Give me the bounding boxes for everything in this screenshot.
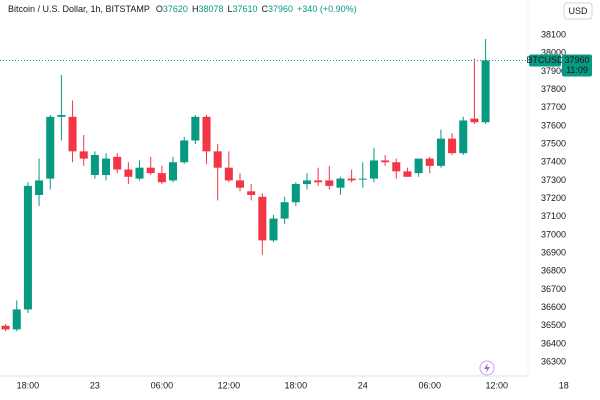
price-tag xyxy=(562,54,592,77)
candle-body xyxy=(470,118,479,123)
ohlc-letter: O xyxy=(156,4,163,14)
candle-body xyxy=(213,151,222,168)
candle-body xyxy=(79,151,88,159)
candle-body xyxy=(202,116,211,152)
ohlc-letter: C xyxy=(262,4,269,14)
candle-body xyxy=(1,325,10,330)
candle-body xyxy=(336,178,345,188)
candle-body xyxy=(392,162,401,172)
candle-body xyxy=(90,154,99,175)
x-tick-label: 24 xyxy=(358,380,368,390)
y-tick-label: 36300 xyxy=(541,356,566,366)
ohlc-value: 37610 xyxy=(232,4,257,14)
y-tick-label: 37800 xyxy=(541,84,566,94)
candle-body xyxy=(425,158,434,166)
x-tick-label: 23 xyxy=(90,380,100,390)
y-tick-label: 37600 xyxy=(541,120,566,130)
y-tick-label: 36600 xyxy=(541,302,566,312)
candle-body xyxy=(280,202,289,219)
candle-body xyxy=(358,178,367,180)
candle-body xyxy=(347,178,356,181)
change: +340 (+0.90%) xyxy=(297,4,357,14)
candle-body xyxy=(258,196,267,241)
y-tick-label: 36500 xyxy=(541,320,566,330)
y-tick-label: 37000 xyxy=(541,229,566,239)
candle-body xyxy=(180,140,189,163)
y-tick-label: 37900 xyxy=(541,66,566,76)
candle-body xyxy=(102,158,111,175)
y-tick-label: 36700 xyxy=(541,284,566,294)
candle-body xyxy=(35,180,44,195)
candle-body xyxy=(314,180,323,183)
candle-body xyxy=(12,309,21,330)
ohlc-letter: L xyxy=(227,4,232,14)
symbol-tag-label: BTCUSD xyxy=(526,55,564,65)
candle-body xyxy=(247,191,256,195)
x-tick-label: 18:00 xyxy=(17,380,40,390)
y-tick-label: 37100 xyxy=(541,211,566,221)
candle-body xyxy=(291,184,300,203)
candle-body xyxy=(414,158,423,174)
candle-body xyxy=(23,185,32,310)
candle-body xyxy=(135,167,144,179)
candle-body xyxy=(235,180,245,188)
y-tick-label: 37700 xyxy=(541,102,566,112)
candle-body xyxy=(157,173,166,183)
candle-body xyxy=(124,169,133,177)
y-tick-label: 36800 xyxy=(541,266,566,276)
candle-body xyxy=(46,116,55,179)
ohlc-value: 37960 xyxy=(268,4,293,14)
candle-body xyxy=(224,167,233,181)
candle-body xyxy=(369,160,378,179)
candle-body xyxy=(403,171,412,177)
candle-body xyxy=(436,138,445,166)
candle-body xyxy=(381,160,390,163)
y-tick-label: 37200 xyxy=(541,193,566,203)
candle-body xyxy=(448,138,457,154)
y-tick-label: 36400 xyxy=(541,338,566,348)
candle-body xyxy=(302,180,311,185)
price-tag-value: 37960 xyxy=(564,55,589,65)
x-tick-label: 18 xyxy=(559,380,569,390)
candle-body xyxy=(191,116,200,141)
candle-body xyxy=(325,180,334,186)
replay-icon[interactable] xyxy=(479,360,495,376)
x-tick-label: 18:00 xyxy=(285,380,308,390)
candle-body xyxy=(57,115,66,117)
candle-body xyxy=(459,120,468,154)
countdown: 11:09 xyxy=(566,65,588,75)
x-tick-label: 12:00 xyxy=(218,380,241,390)
ohlc-value: 38078 xyxy=(198,4,223,14)
currency-label[interactable]: USD xyxy=(568,6,588,16)
candle-body xyxy=(68,116,77,152)
y-tick-label: 37500 xyxy=(541,138,566,148)
y-tick-label: 37300 xyxy=(541,175,566,185)
candle-body xyxy=(481,60,490,123)
y-tick-label: 38000 xyxy=(541,48,566,58)
candle-body xyxy=(113,156,122,170)
y-tick-label: 38100 xyxy=(541,29,566,39)
currency-button[interactable] xyxy=(563,2,593,20)
y-tick-label: 36900 xyxy=(541,247,566,257)
x-tick-label: 12:00 xyxy=(485,380,508,390)
symbol-tag xyxy=(529,54,561,67)
x-tick-label: 06:00 xyxy=(151,380,174,390)
ohlc-letter: H xyxy=(192,4,199,14)
x-tick-label: 06:00 xyxy=(419,380,442,390)
y-tick-label: 37400 xyxy=(541,157,566,167)
ohlc-value: 37620 xyxy=(163,4,188,14)
symbol-title: Bitcoin / U.S. Dollar, 1h, BITSTAMP xyxy=(8,4,150,14)
candle-body xyxy=(146,167,155,174)
candle-body xyxy=(169,162,178,181)
header: Bitcoin / U.S. Dollar, 1h, BITSTAMP O3762… xyxy=(8,4,357,14)
candle-body xyxy=(269,218,278,241)
